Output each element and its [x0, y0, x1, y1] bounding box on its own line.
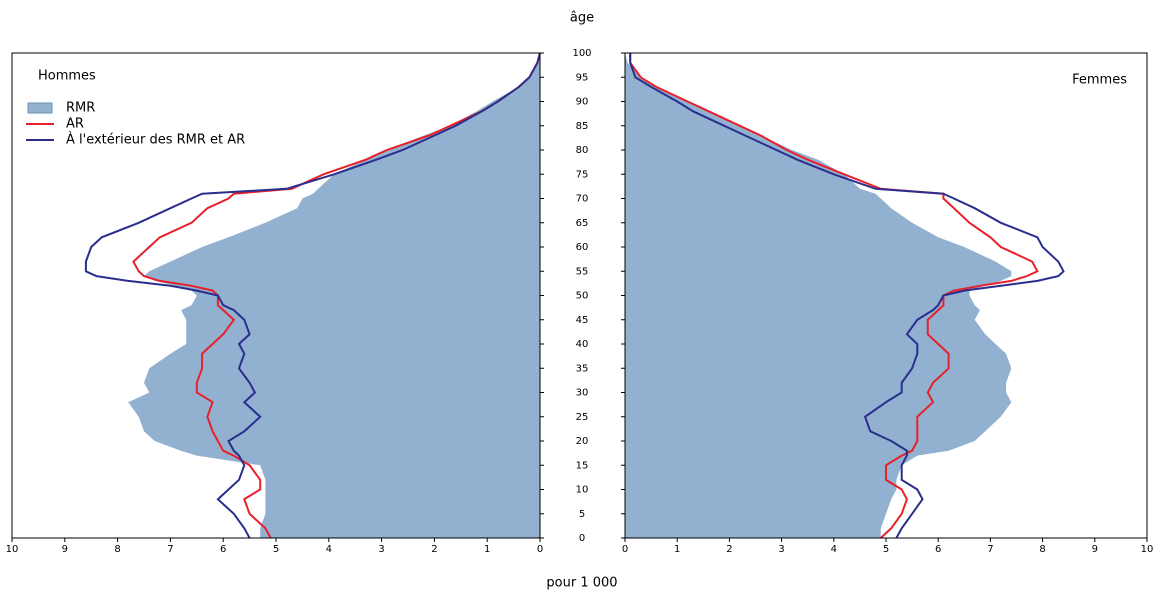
age-axis-label: âge: [570, 11, 594, 26]
age-tick-label: 5: [579, 509, 585, 520]
legend-label: À l'extérieur des RMR et AR: [66, 132, 245, 148]
value-tick-label: 5: [883, 544, 889, 555]
age-tick-label: 90: [576, 97, 589, 108]
age-tick-label: 80: [576, 145, 589, 156]
age-tick-label: 55: [576, 266, 589, 277]
value-tick-label: 1: [484, 544, 490, 555]
age-tick-label: 20: [576, 436, 589, 447]
panel-title: Hommes: [38, 69, 96, 84]
age-tick-label: 30: [576, 388, 589, 399]
value-tick-label: 0: [622, 544, 628, 555]
legend-swatch: [27, 102, 53, 114]
age-tick-label: 65: [576, 218, 589, 229]
legend-label: AR: [66, 117, 84, 132]
value-tick-label: 8: [114, 544, 120, 555]
value-tick-label: 7: [167, 544, 173, 555]
value-axis-label: pour 1 000: [546, 576, 617, 591]
age-tick-label: 70: [576, 194, 589, 205]
age-tick-label: 50: [576, 291, 589, 302]
line: [132, 52, 541, 539]
value-tick-label: 6: [220, 544, 226, 555]
age-tick-label: 15: [576, 460, 589, 471]
value-tick-label: 1: [674, 544, 680, 555]
line: [629, 53, 1065, 539]
line: [84, 52, 541, 539]
age-tick-label: 100: [572, 48, 591, 59]
value-tick-label: 4: [831, 544, 837, 555]
area: [128, 53, 540, 538]
value-tick-label: 4: [326, 544, 332, 555]
value-tick-label: 2: [431, 544, 437, 555]
age-tick-label: 35: [576, 363, 589, 374]
age-tick-label: 10: [576, 485, 589, 496]
age-tick-label: 25: [576, 412, 589, 423]
value-tick-label: 0: [537, 544, 543, 555]
panel-title: Femmes: [1072, 73, 1127, 88]
value-tick-label: 8: [1039, 544, 1045, 555]
age-tick-label: 95: [576, 72, 589, 83]
value-tick-label: 3: [778, 544, 784, 555]
legend-label: RMR: [66, 101, 95, 116]
value-tick-label: 10: [1141, 544, 1154, 555]
value-tick-label: 9: [1092, 544, 1098, 555]
age-tick-label: 45: [576, 315, 589, 326]
value-tick-label: 9: [62, 544, 68, 555]
value-tick-label: 2: [726, 544, 732, 555]
area: [625, 53, 1012, 538]
age-tick-label: 85: [576, 121, 589, 132]
value-tick-label: 3: [378, 544, 384, 555]
value-tick-label: 10: [6, 544, 19, 555]
value-tick-label: 6: [935, 544, 941, 555]
age-tick-label: 0: [579, 533, 585, 544]
line: [629, 53, 1039, 539]
age-tick-label: 40: [576, 339, 589, 350]
value-tick-label: 7: [987, 544, 993, 555]
age-tick-label: 75: [576, 169, 589, 180]
age-tick-label: 60: [576, 242, 589, 253]
value-tick-label: 5: [273, 544, 279, 555]
